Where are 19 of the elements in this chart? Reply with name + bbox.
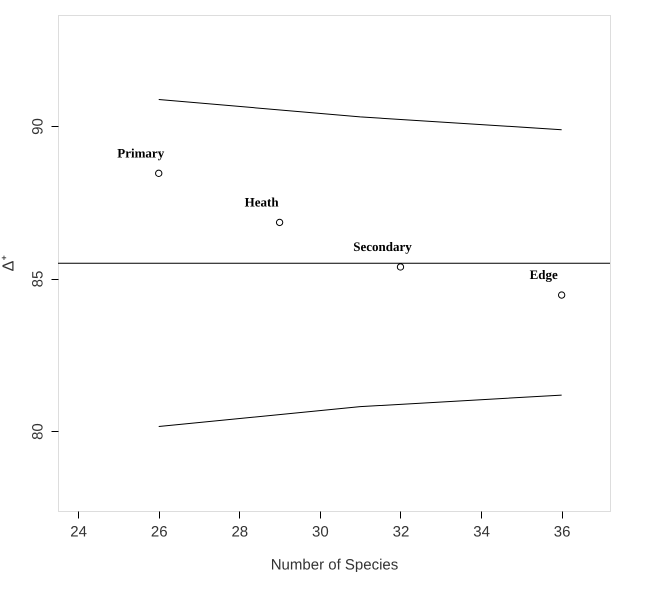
annotation: Primary — [117, 145, 165, 160]
x-tick-label: 32 — [392, 524, 410, 540]
y-tick-label: 85 — [30, 270, 46, 288]
point — [396, 263, 404, 271]
x-tick-label: 28 — [231, 524, 248, 540]
point — [558, 291, 566, 299]
annotation: Secondary — [353, 238, 412, 254]
x-tick-label: 26 — [150, 524, 168, 540]
x-tick-label: 36 — [554, 524, 570, 540]
x-tick-label: 24 — [70, 524, 87, 540]
point — [276, 218, 284, 226]
annotation: Heath — [244, 194, 280, 210]
point — [155, 170, 162, 177]
y-tick-label: 80 — [30, 423, 46, 440]
x-tick-label: 30 — [312, 524, 329, 540]
y-tick-label: 90 — [30, 118, 46, 135]
x-tick-label: 34 — [473, 524, 490, 540]
annotation: Edge — [530, 267, 558, 282]
y-axis-title: Δ⁺ — [0, 256, 18, 272]
